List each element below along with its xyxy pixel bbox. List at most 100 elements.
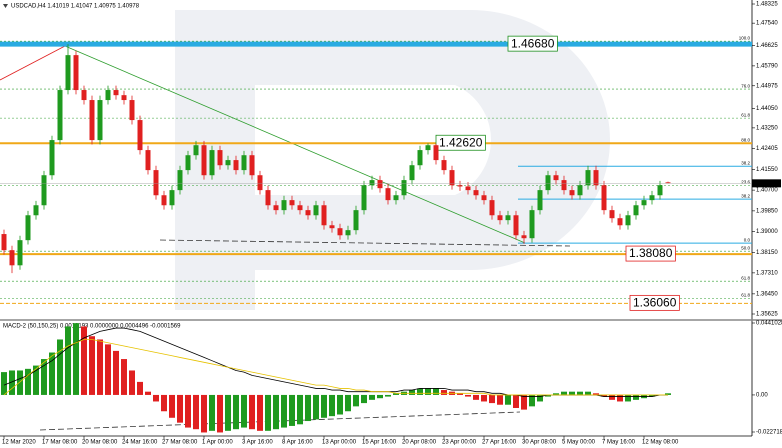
macd-bar	[9, 370, 15, 395]
x-tick-label: 13 Apr 00:00	[322, 440, 357, 446]
candle-body	[329, 225, 335, 229]
candle-body	[393, 195, 399, 201]
candle-body	[513, 215, 519, 236]
macd-bar	[265, 394, 271, 431]
macd-bar	[497, 394, 503, 405]
candle-body	[65, 55, 71, 91]
macd-bar	[89, 336, 95, 395]
y-tick-label: 1.37310	[756, 270, 778, 276]
candle-body	[273, 205, 279, 211]
candle-body	[1, 234, 7, 251]
y-tick-label: 1.43250	[756, 125, 778, 131]
macd-bar	[649, 394, 655, 397]
macd-bar	[153, 394, 159, 402]
candle-body	[257, 175, 263, 191]
y-tick-label: 1.44975	[756, 83, 778, 89]
macd-bar	[305, 394, 311, 422]
y-tick-label: 1.35625	[756, 312, 778, 318]
macd-bar	[73, 323, 79, 395]
macd-bar	[129, 370, 135, 395]
candle-body	[185, 155, 191, 171]
candle-body	[521, 235, 527, 239]
macd-bar	[97, 339, 103, 395]
macd-bar	[633, 394, 639, 400]
macd-bar	[433, 388, 439, 395]
candle-body	[433, 145, 439, 161]
candle-body	[649, 195, 655, 201]
macd-bar	[481, 394, 487, 402]
macd-bar	[81, 326, 87, 395]
x-tick-label: 1 Apr 00:00	[202, 440, 233, 446]
x-tick-label: 30 Apr 08:00	[522, 440, 557, 446]
x-tick-label: 3 Apr 16:00	[242, 440, 273, 446]
macd-bar	[177, 394, 183, 423]
candle-body	[265, 190, 271, 206]
candle-body	[41, 175, 47, 206]
key-level-box	[435, 134, 486, 151]
candle-body	[177, 170, 183, 191]
candle-body	[153, 170, 159, 196]
candle-body	[9, 250, 15, 266]
macd-bar	[665, 393, 671, 395]
macd-bar	[545, 394, 551, 397]
candle-body	[353, 210, 359, 231]
macd-bar	[385, 394, 391, 397]
candle-body	[441, 160, 447, 171]
current-price-box	[752, 179, 781, 188]
candle-body	[369, 180, 375, 186]
candle-body	[545, 175, 551, 191]
key-level-label: 1.46680	[511, 36, 555, 50]
macd-bar	[529, 394, 535, 407]
macd-bar	[65, 326, 71, 395]
y-tick-label: 1.40700	[756, 188, 778, 194]
macd-bar	[273, 394, 279, 430]
candle-body	[401, 180, 407, 196]
candle-body	[249, 155, 255, 176]
macd-bar	[121, 359, 127, 395]
candle-body	[665, 182, 671, 184]
candle-body	[17, 240, 23, 266]
macd-bar	[169, 394, 175, 418]
fib-label: 38.2	[741, 160, 750, 165]
x-tick-label: 12 May 08:00	[642, 440, 679, 446]
macd-bar	[161, 394, 167, 412]
macd-bar	[569, 391, 575, 395]
x-tick-label: 15 Apr 16:00	[362, 440, 397, 446]
x-tick-label: 20 Mar 08:00	[82, 440, 118, 446]
candle-body	[529, 210, 535, 239]
candle-body	[305, 210, 311, 216]
support-line	[159, 239, 571, 247]
candle-body	[161, 195, 167, 206]
macd-bar	[225, 394, 231, 431]
candle-body	[457, 185, 463, 187]
candle-body	[73, 55, 79, 91]
candle-body	[313, 205, 319, 216]
fib-label: 23.6	[741, 179, 750, 184]
y-tick-label: 1.42405	[756, 146, 778, 152]
fib-label: 61.8	[741, 292, 750, 297]
macd-bar	[377, 394, 383, 399]
x-tick-label: 24 Mar 16:00	[122, 440, 158, 446]
candle-body	[425, 145, 431, 151]
macd-bar	[417, 388, 423, 395]
x-tick-label: 8 Apr 16:00	[282, 440, 313, 446]
candle-body	[105, 90, 111, 101]
macd-bar	[1, 372, 7, 395]
candle-body	[377, 180, 383, 189]
candle-body	[481, 195, 487, 201]
macd-bar	[457, 393, 463, 395]
candle-body	[321, 205, 327, 226]
candle-body	[145, 150, 151, 171]
candle-body	[81, 90, 87, 101]
macd-bar	[505, 394, 511, 405]
candle-body	[25, 215, 31, 241]
fib-label: 100.0	[739, 35, 751, 40]
chart-title: USDCAD,H4 1.41019 1.41047 1.40975 1.4097…	[11, 4, 140, 10]
candle-body	[505, 215, 511, 221]
candle-body	[569, 190, 575, 196]
candle-body	[121, 95, 127, 101]
key-level-box	[625, 245, 676, 262]
candle-body	[97, 100, 103, 141]
macd-bar	[185, 394, 191, 428]
macd-bar	[17, 370, 23, 395]
